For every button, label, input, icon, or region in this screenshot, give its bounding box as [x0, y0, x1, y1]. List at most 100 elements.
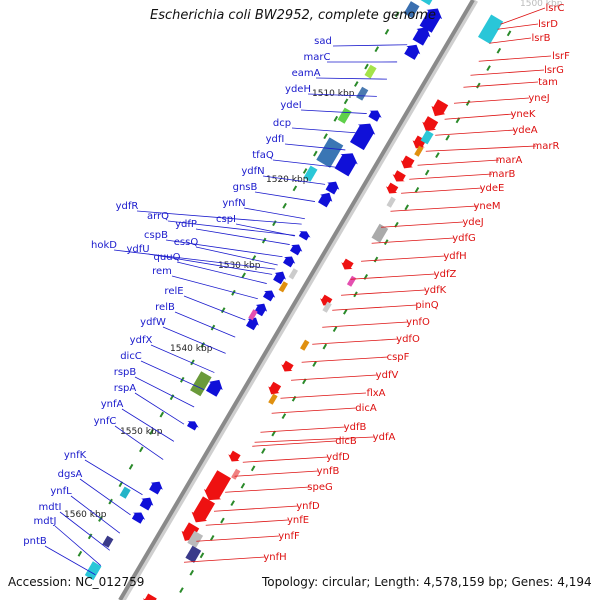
gene-label-left: quuQ [154, 252, 181, 263]
tick-mark-right [455, 117, 461, 124]
tick-mark-left [394, 11, 400, 18]
gene-label-left: ydfP [175, 219, 197, 230]
gene-arrow-ynfD [181, 522, 200, 541]
gene-label-right: ydeA [512, 125, 537, 136]
gene-arrow-eamA [404, 44, 421, 60]
tick-mark-right [435, 152, 440, 159]
connector-left [300, 109, 367, 114]
tick-mark-right [220, 517, 225, 524]
gene-label-left: ynfA [101, 399, 124, 410]
gene-arrow-cspB [206, 379, 223, 397]
connector-right [409, 173, 493, 180]
feature-box-lime [337, 107, 352, 124]
gene-label-left: relE [164, 286, 183, 297]
gene-label-left: ynfC [94, 416, 117, 427]
connector-right [280, 392, 367, 399]
connector-right [322, 321, 409, 328]
gene-arrow-dicA [228, 450, 241, 462]
tick-mark-left [190, 359, 195, 366]
gene-arrow-tfaQ [318, 192, 333, 208]
gene-label-right: yneM [473, 201, 500, 212]
feature-box-orange [278, 281, 288, 293]
connector-left [195, 246, 278, 266]
connector-left [113, 249, 276, 270]
gene-label-left: ydeH [285, 84, 311, 95]
tick-mark-left [77, 550, 83, 557]
connector-left [195, 228, 290, 245]
tick-mark-left [282, 202, 287, 209]
gene-label-left: ydfU [126, 244, 149, 255]
scale-label: 1550 kbp [120, 427, 163, 437]
gene-label-right: ydfG [452, 233, 476, 244]
connector-right [252, 440, 337, 447]
tick-mark-right [189, 569, 195, 576]
tick-mark-right [199, 552, 205, 559]
gene-label-right: ydfH [443, 251, 466, 262]
connector-left [70, 495, 121, 534]
gene-label-right: yneK [511, 109, 536, 120]
connector-left [59, 511, 111, 551]
tick-mark-right [261, 448, 266, 454]
tick-mark-left [108, 498, 113, 505]
tick-mark-left [128, 463, 134, 470]
map-title: Escherichia coli BW2952, complete genome [150, 8, 436, 23]
feature-box-navy [102, 535, 114, 548]
scale-label: 1500 kbp [520, 0, 563, 9]
connector-right [312, 338, 399, 345]
tick-mark-left [333, 115, 339, 122]
gene-label-right: ydeJ [462, 217, 483, 228]
gene-label-right: speG [307, 482, 332, 493]
connector-left [307, 93, 377, 97]
connector-right [463, 81, 539, 88]
gene-label-right: lsrD [538, 19, 558, 30]
connector-right [489, 37, 532, 44]
feature-box-cyan2 [119, 486, 131, 499]
gene-arrow-marC [412, 27, 431, 46]
gene-label-left: dicC [120, 351, 142, 362]
feature-box-right-grey3 [322, 301, 332, 313]
connector-right [183, 556, 266, 563]
gene-arrow-ydfI [325, 181, 340, 195]
tick-mark-right [250, 465, 256, 472]
gene-label-left: mdtJ [34, 516, 57, 527]
feature-box-green [364, 64, 377, 79]
connector-left [136, 210, 302, 225]
gene-label-left: ynfN [222, 198, 245, 209]
connector-right [381, 221, 464, 228]
tick-mark-left [231, 289, 236, 296]
connector-right [271, 407, 357, 414]
connector-left [147, 253, 273, 275]
tick-mark-right [312, 361, 317, 367]
gene-label-right: ydfV [376, 370, 399, 381]
gene-label-right: ydfD [326, 452, 350, 463]
gene-label-right: yneJ [528, 93, 549, 104]
connector-left [332, 44, 408, 47]
tick-mark-left [313, 150, 318, 157]
feature-box-steel [356, 86, 369, 101]
gene-arrow-ydfK [341, 258, 354, 270]
gene-label-right: lsrC [545, 3, 564, 14]
tick-mark-right [506, 30, 512, 37]
gene-label-right: ydfK [424, 285, 447, 296]
connector-left [183, 295, 246, 321]
connector-left [54, 525, 102, 566]
gene-label-right: ydeE [480, 183, 505, 194]
gene-label-right: dicA [355, 403, 377, 414]
connector-left [171, 275, 258, 300]
feature-box-right-grey4 [187, 530, 204, 548]
gene-label-right: ydfO [396, 334, 420, 345]
gene-label-right: ynfB [317, 466, 340, 477]
feature-box-teal [316, 137, 344, 168]
gene-label-left: ydfR [116, 201, 139, 212]
gene-arrow-ydeH [368, 110, 382, 122]
feature-box-right-orange3 [268, 393, 278, 405]
tick-mark-left [302, 168, 308, 174]
connector-right [234, 470, 319, 477]
connector-right [435, 129, 516, 136]
connector-right [497, 23, 539, 30]
gene-label-right: lsrF [552, 51, 570, 62]
gene-label-right: marR [533, 141, 560, 152]
connector-right [371, 237, 455, 244]
feature-box-blue [403, 1, 420, 19]
